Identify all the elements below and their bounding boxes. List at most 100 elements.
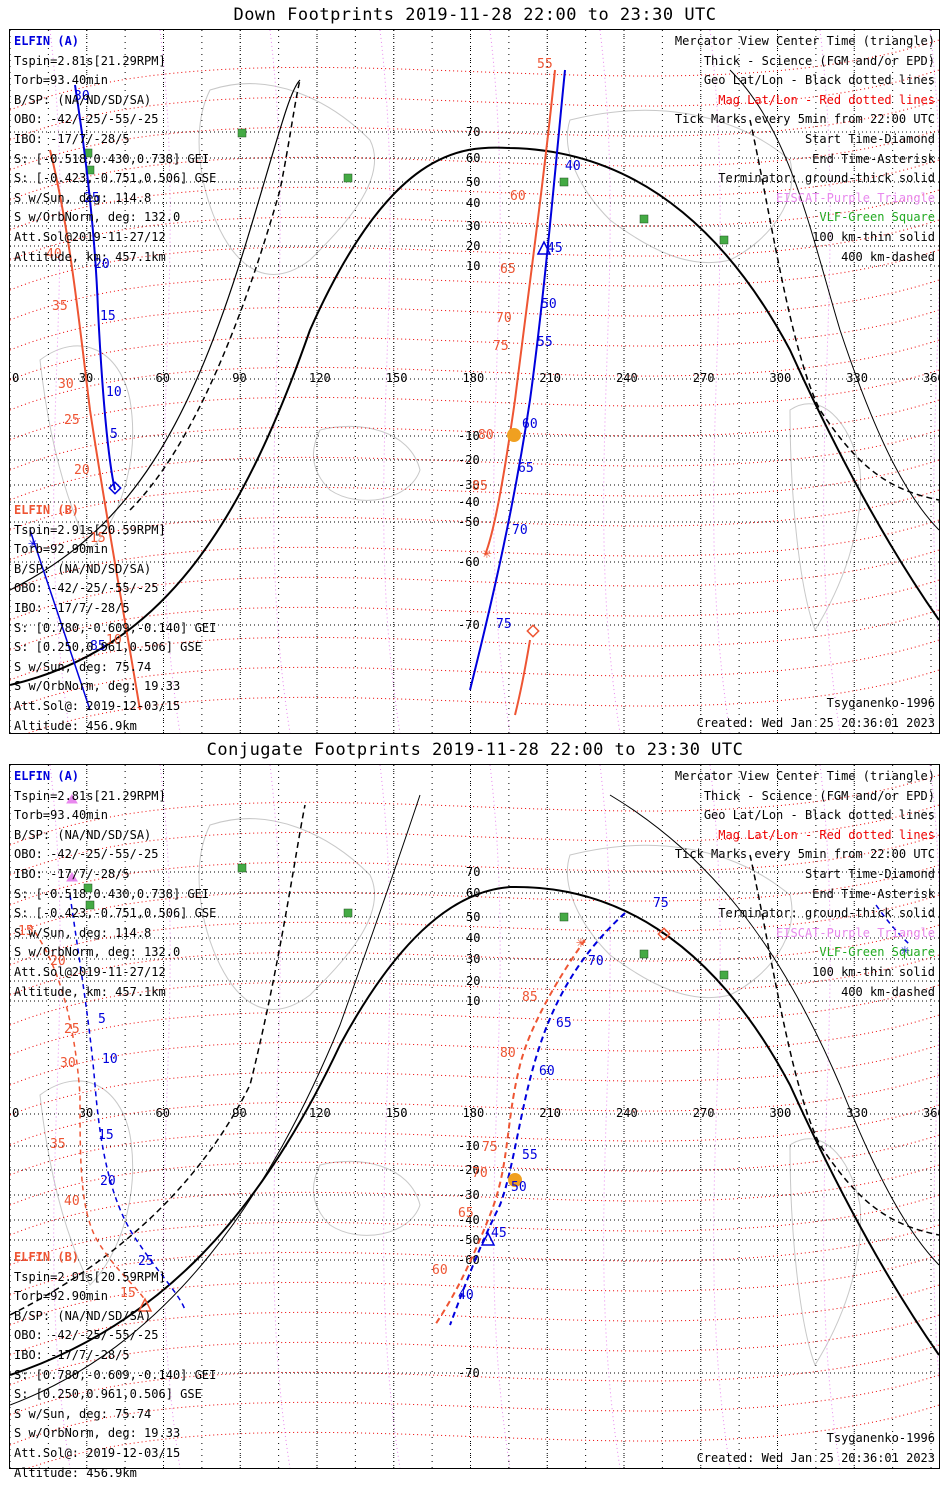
lon-tick-label: 90 xyxy=(232,1106,246,1120)
lat-tick-label: 40 xyxy=(466,196,480,210)
landmass-eurasia xyxy=(198,83,376,275)
vlf-station-marker xyxy=(237,863,247,873)
elfin-b-track-label: 10 xyxy=(106,633,122,648)
elfin-a-track-label: 65 xyxy=(518,461,534,476)
elfin-b-track-label: 60 xyxy=(510,189,526,204)
lat-tick-label: 30 xyxy=(466,219,480,233)
panel-1-title: Down Footprints 2019-11-28 22:00 to 23:3… xyxy=(233,5,717,25)
elfin-b-info-line: B/SP: (NA/ND/SD/SA) xyxy=(14,1308,152,1323)
legend-entry: Mag Lat/Lon - Red dotted lines xyxy=(718,92,935,107)
mag-meridian xyxy=(709,765,731,1468)
lat-tick-label: 60 xyxy=(466,151,480,165)
lat-tick-label: 50 xyxy=(466,910,480,924)
lon-tick-label: 0 xyxy=(12,1106,19,1120)
elfin-b-track-west xyxy=(49,149,141,711)
model-label: Tsyganenko-1996 xyxy=(826,696,935,710)
lon-tick-label: 150 xyxy=(386,371,408,385)
elfin-a-info-line: IBO: -17/7/-28/5 xyxy=(14,131,130,146)
terminator-100km-east xyxy=(609,794,939,1266)
elfin-a-track-label: 25 xyxy=(138,1254,154,1269)
elfin-a-track-label: 45 xyxy=(547,241,563,256)
lon-tick-label: 270 xyxy=(693,1106,715,1120)
terminator-400km xyxy=(10,804,306,1316)
elfin-a-info-line: B/SP: (NA/ND/SD/SA) xyxy=(14,92,152,107)
elfin-a-track-label: 40 xyxy=(565,159,581,174)
elfin-a-track-label: 30 xyxy=(74,89,90,104)
elfin-a-info-line: S: [-0.518,0.430,0.738] GEI xyxy=(14,886,210,901)
elfin-a-track-label: 15 xyxy=(100,309,116,324)
terminator-100km xyxy=(10,79,301,591)
elfin-a-track-label: 65 xyxy=(556,1016,572,1031)
elfin-b-track-label: 80 xyxy=(478,428,494,443)
elfin-a-track-label: 50 xyxy=(541,297,557,312)
elfin-a-track-label: 70 xyxy=(588,954,604,969)
elfin-b-track-tail xyxy=(514,639,531,716)
elfin-b-info-line: Torb=92.90min xyxy=(14,542,108,557)
elfin-b-track-label: 40 xyxy=(64,1194,80,1209)
landmass-eurasia xyxy=(198,818,376,1010)
eiscat-triangle xyxy=(66,872,78,882)
vlf-station-marker xyxy=(237,128,247,138)
elfin-b-info-line: S: [0.780,-0.609,-0.140] GEI xyxy=(14,620,217,635)
lat-tick-label: -20 xyxy=(458,1163,480,1177)
legend-entry: 100 km-thin solid xyxy=(812,229,935,244)
elfin-b-name: ELFIN (B) xyxy=(14,1250,80,1264)
elfin-b-info-line: IBO: -17/7/-28/5 xyxy=(14,600,130,615)
lat-tick-label: 10 xyxy=(466,259,480,273)
mag-meridian xyxy=(379,765,401,1468)
elfin-b-info-line: Att.Sol@: 2019-12-03/15 xyxy=(14,1445,181,1460)
vlf-station-marker xyxy=(639,214,649,224)
center-time-triangle-marker xyxy=(536,240,552,255)
elfin-b-track-label: 65 xyxy=(458,1206,474,1221)
mag-meridian xyxy=(599,30,621,733)
legend-block: Mercator View Center Time (triangle) Thic… xyxy=(675,32,935,267)
elfin-b-track-label: 80 xyxy=(500,1046,516,1061)
elfin-a-track-label: 75 xyxy=(496,617,512,632)
lon-tick-label: 270 xyxy=(693,371,715,385)
elfin-a-info-line: B/SP: (NA/ND/SD/SA) xyxy=(14,827,152,842)
legend-entry: Mercator View Center Time (triangle) xyxy=(674,769,935,783)
vlf-station-marker xyxy=(343,173,353,183)
elfin-b-info-block: ELFIN (B) Tspin=2.91s[20.59RPM] Torb=92.90… xyxy=(14,1248,216,1483)
legend-entry: Geo Lat/Lon - Black dotted lines xyxy=(703,808,935,823)
elfin-a-info-line: S: [-0.423,-0.751,0.506] GSE xyxy=(14,906,217,921)
elfin-a-name: ELFIN (A) xyxy=(14,34,80,48)
lon-tick-label: 60 xyxy=(156,371,170,385)
elfin-a-info-line: S: [-0.518,0.430,0.738] GEI xyxy=(14,151,210,166)
center-time-sun-marker xyxy=(507,428,521,442)
mag-meridian xyxy=(489,765,511,1468)
elfin-a-track-label: 60 xyxy=(539,1064,555,1079)
elfin-b-track-label: 30 xyxy=(60,1056,76,1071)
mag-meridians xyxy=(49,765,939,1468)
footer-info: Tsyganenko-1996 Created: Wed Jan 25 20:36… xyxy=(697,694,935,733)
center-time-sun-marker xyxy=(508,1173,522,1187)
landmass-africa xyxy=(39,345,134,551)
legend-entry: Mag Lat/Lon - Red dotted lines xyxy=(718,827,935,842)
elfin-a-track-label: 20 xyxy=(94,257,110,272)
legend-entry: 100 km-thin solid xyxy=(812,964,935,979)
created-timestamp: Created: Wed Jan 25 20:36:01 2023 xyxy=(696,715,935,730)
lat-tick-label: -50 xyxy=(458,1233,480,1247)
map-canvas: 0 30 60 90 120 150 180 210 240 270 300 330 360 70 60 50… xyxy=(10,30,939,733)
elfin-b-track-label: 40 xyxy=(46,247,62,262)
elfin-b-info-line: IBO: -17/7/-28/5 xyxy=(14,1347,130,1362)
elfin-b-info-line: OBO: -42/-25/-55/-25 xyxy=(14,581,159,596)
elfin-a-track-label: 55 xyxy=(522,1148,538,1163)
geo-grid xyxy=(10,30,939,733)
elfin-a-info-line: S w/Sun, deg: 114.8 xyxy=(14,190,152,205)
elfin-b-track-label: 30 xyxy=(58,377,74,392)
lon-tick-label: 360 xyxy=(923,371,939,385)
elfin-b-track-label: 65 xyxy=(500,262,516,277)
legend-block: Mercator View Center Time (triangle) Thic… xyxy=(675,767,935,1002)
lat-tick-label: -60 xyxy=(458,1253,480,1267)
landmass-south-america xyxy=(789,1138,862,1367)
elfin-b-track-west xyxy=(29,924,146,1301)
mag-meridian xyxy=(929,30,939,648)
terminator xyxy=(10,794,939,1406)
elfin-a-info-line: Altitude, km: 457.1km xyxy=(14,984,166,999)
lon-tick-label: 330 xyxy=(846,371,868,385)
terminator-400km xyxy=(129,79,301,511)
lon-tick-label: 150 xyxy=(386,1106,408,1120)
elfin-a-info-line: OBO: -42/-25/-55/-25 xyxy=(14,112,159,127)
elfin-a-info-line: IBO: -17/7/-28/5 xyxy=(14,866,130,881)
